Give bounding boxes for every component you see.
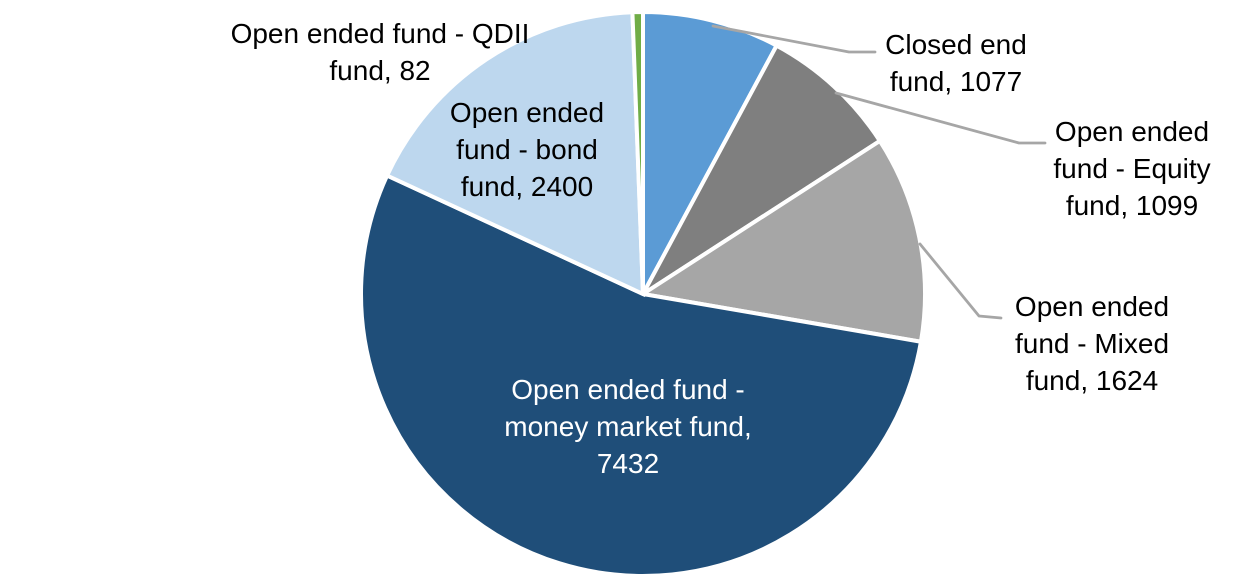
data-label-line: Open ended fund -	[511, 374, 745, 405]
data-label-bond-fund: Open ended fund - bond fund, 2400	[450, 94, 604, 205]
data-label-equity-fund: Open ended fund - Equity fund, 1099	[1053, 113, 1210, 224]
data-label-line: Open ended fund - QDII	[230, 18, 530, 49]
data-label-line: fund, 1077	[889, 66, 1023, 97]
pie-slices	[359, 9, 927, 578]
data-label-line: fund - bond	[456, 134, 598, 165]
pie-slice-bond-fund	[384, 10, 646, 298]
data-label-line: Open ended	[1014, 291, 1170, 322]
pie-slice-mixed-fund	[637, 138, 927, 345]
data-label-line: fund, 1099	[1065, 190, 1199, 221]
data-label-line: fund, 82	[329, 55, 431, 86]
data-label-line: fund, 1624	[1025, 365, 1159, 396]
pie-slice-equity-fund	[641, 42, 883, 296]
data-label-line: money market fund,	[504, 411, 752, 442]
data-label-line: fund - Equity	[1053, 153, 1211, 184]
data-label-line: fund - Mixed	[1014, 328, 1170, 359]
data-label-line: 7432	[596, 448, 660, 479]
data-label-line: Closed end	[885, 29, 1027, 60]
data-label-line: fund, 2400	[460, 171, 594, 202]
pie-slice-qdii-fund	[630, 9, 645, 295]
leader-line-mixed-fund	[918, 242, 1003, 320]
data-label-money-market-fund: Open ended fund - money market fund, 743…	[504, 371, 751, 482]
pie-slice-closed-end-fund	[641, 9, 780, 295]
leader-line-closed-end-fund	[711, 24, 877, 54]
leader-line-equity-fund	[834, 91, 1047, 145]
data-label-line: Open ended	[1054, 116, 1210, 147]
data-label-mixed-fund: Open ended fund - Mixed fund, 1624	[1015, 288, 1169, 399]
data-label-line: Open ended	[449, 97, 605, 128]
pie-slice-money-market-fund	[359, 172, 924, 578]
data-label-closed-end-fund: Closed end fund, 1077	[885, 26, 1027, 100]
data-label-qdii-fund: Open ended fund - QDII fund, 82	[231, 15, 530, 89]
